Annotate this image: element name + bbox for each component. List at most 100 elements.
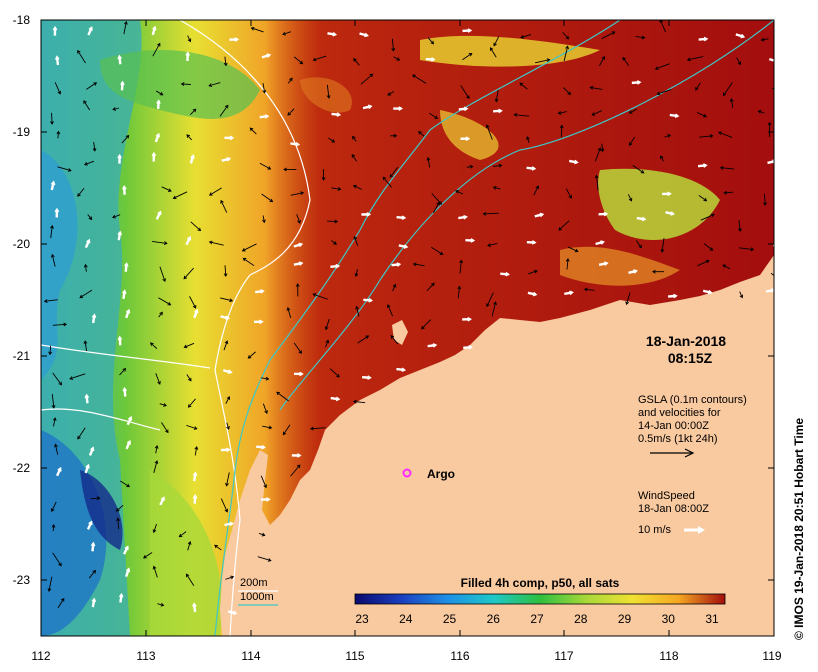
isobath-200m-label: 200m bbox=[240, 577, 268, 589]
current-arrow-icon bbox=[260, 475, 267, 489]
latitude-labels: -18 -19 -20 -21 -22 -23 bbox=[13, 13, 31, 587]
current-arrow-icon bbox=[567, 246, 579, 253]
lon-label: 113 bbox=[136, 649, 155, 663]
current-arrow-icon bbox=[290, 464, 301, 477]
current-arrow-icon bbox=[51, 394, 56, 409]
argo-float-marker: Argo bbox=[402, 467, 455, 481]
wind-arrow-icon bbox=[91, 313, 97, 324]
current-arrow-icon bbox=[355, 305, 360, 317]
wind-arrow-icon bbox=[631, 80, 642, 85]
current-arrow-icon bbox=[459, 259, 464, 274]
current-arrow-icon bbox=[652, 269, 665, 274]
current-arrow-icon bbox=[534, 58, 551, 64]
gsla-line: and velocities for bbox=[638, 407, 721, 419]
wind-arrow-icon bbox=[527, 291, 538, 297]
current-arrow-icon bbox=[152, 42, 161, 57]
current-arrow-icon bbox=[54, 443, 59, 455]
current-arrow-icon bbox=[599, 55, 605, 67]
current-arrow-icon bbox=[563, 87, 572, 96]
current-arrow-icon bbox=[259, 162, 272, 170]
time-text: 08:15Z bbox=[668, 350, 713, 366]
current-arrow-icon bbox=[392, 283, 397, 292]
credit-text: © IMOS 19-Jan-2018 20:51 Hobart Time bbox=[792, 417, 806, 640]
wind-arrow-icon bbox=[256, 444, 266, 450]
colorbar-gradient bbox=[354, 593, 726, 605]
wind-arrow-icon bbox=[500, 271, 510, 277]
wind-arrow-icon bbox=[122, 289, 127, 300]
current-arrow-icon bbox=[220, 498, 229, 513]
current-arrow-icon bbox=[183, 267, 194, 280]
current-arrow-icon bbox=[152, 523, 157, 534]
wind-arrow-icon bbox=[361, 212, 372, 217]
wind-arrow-icon bbox=[534, 212, 545, 218]
current-arrow-icon bbox=[519, 82, 528, 90]
current-arrow-icon bbox=[703, 243, 714, 251]
wind-arrow-icon bbox=[54, 207, 60, 218]
current-arrow-icon bbox=[51, 523, 56, 532]
current-arrow-icon bbox=[353, 57, 360, 66]
current-arrow-icon bbox=[225, 396, 231, 404]
current-arrow-icon bbox=[208, 82, 221, 87]
wind-arrow-icon bbox=[52, 25, 58, 36]
current-arrow-icon bbox=[52, 372, 62, 386]
current-arrow-icon bbox=[157, 602, 165, 607]
datetime-block: 18-Jan-2018 08:15Z bbox=[646, 333, 726, 366]
current-arrow-icon bbox=[352, 399, 366, 404]
current-arrow-icon bbox=[159, 403, 167, 407]
wind-arrow-icon bbox=[330, 263, 341, 269]
current-arrow-icon bbox=[116, 517, 120, 529]
wind-arrow-icon bbox=[568, 159, 579, 165]
isobath-200m bbox=[179, 20, 311, 636]
current-arrow-icon bbox=[625, 292, 631, 306]
current-arrow-icon bbox=[770, 272, 774, 277]
current-arrow-icon bbox=[190, 221, 202, 232]
current-arrow-icon bbox=[589, 85, 603, 90]
current-arrow-icon bbox=[520, 33, 532, 39]
wind-arrow-icon bbox=[330, 396, 341, 402]
current-arrow-icon bbox=[695, 82, 701, 91]
current-arrow-icon bbox=[324, 318, 330, 331]
colorbar-tick-label: 25 bbox=[443, 612, 457, 626]
wind-arrow-icon bbox=[120, 80, 125, 91]
current-arrow-icon bbox=[466, 164, 474, 169]
wind-arrow-icon bbox=[185, 51, 190, 61]
current-arrow-icon bbox=[183, 342, 195, 349]
current-arrow-icon bbox=[220, 297, 234, 303]
isobath-1000m bbox=[214, 20, 621, 636]
current-arrow-icon bbox=[353, 235, 359, 246]
current-arrow-icon bbox=[390, 133, 398, 138]
lon-label: 116 bbox=[450, 649, 469, 663]
current-arrow-icon bbox=[635, 35, 646, 40]
current-arrow-icon bbox=[296, 214, 301, 224]
wind-arrow-icon bbox=[598, 211, 609, 217]
wind-arrow-icon bbox=[398, 244, 409, 249]
current-arrow-icon bbox=[290, 191, 305, 196]
current-arrow-icon bbox=[295, 283, 300, 297]
current-arrow-icon bbox=[312, 293, 328, 300]
wind-arrow-icon bbox=[118, 592, 124, 603]
current-arrow-icon bbox=[763, 193, 767, 206]
current-arrow-icon bbox=[533, 185, 540, 196]
current-arrow-icon bbox=[432, 201, 440, 214]
wind-arrow-icon bbox=[291, 453, 302, 458]
wind-arrow-icon bbox=[294, 371, 304, 377]
current-arrow-icon bbox=[326, 84, 331, 99]
wind-arrow-icon bbox=[462, 28, 473, 33]
lon-label: 117 bbox=[554, 649, 573, 663]
wind-arrow-icon bbox=[117, 153, 122, 164]
current-arrow-icon bbox=[225, 575, 235, 580]
wind-arrow-icon bbox=[122, 386, 128, 397]
current-arrow-icon bbox=[489, 47, 497, 58]
current-arrow-icon bbox=[738, 220, 742, 232]
wind-arrow-icon bbox=[493, 108, 503, 114]
wind-arrow-icon bbox=[192, 493, 198, 504]
current-arrow-icon bbox=[659, 20, 666, 33]
current-arrow-icon bbox=[327, 219, 339, 224]
current-arrow-icon bbox=[159, 266, 167, 283]
wind-arrow-icon bbox=[117, 335, 123, 346]
gsla-legend: GSLA (0.1m contours) and velocities for … bbox=[638, 394, 747, 458]
wind-arrow-icon bbox=[598, 261, 609, 266]
map-frame bbox=[40, 19, 775, 637]
current-arrow-icon bbox=[455, 189, 464, 195]
lon-label: 118 bbox=[659, 649, 678, 663]
